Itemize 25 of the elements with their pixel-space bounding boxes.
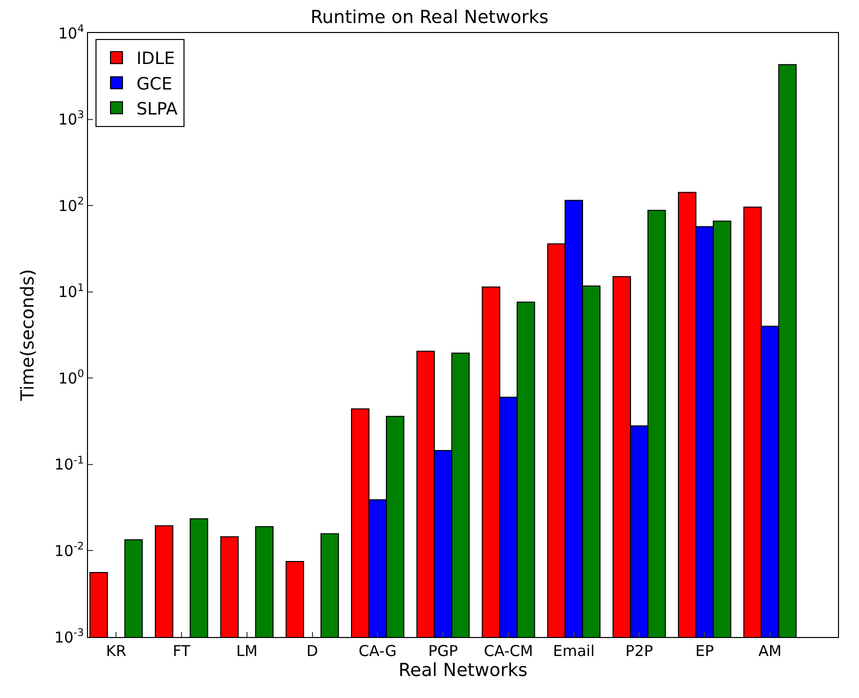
y-tick-label: 10$^{0}$ [58,368,84,388]
y-tick-label: 10$^{-3}$ [54,626,84,646]
y-axis-title: Time(seconds) [18,269,39,402]
y-tick-label: 10$^{1}$ [58,282,84,302]
x-tick-label: EP [695,642,714,660]
y-tick-label: 10$^{-1}$ [54,454,84,474]
x-axis-title: Real Networks [398,660,528,682]
y-tick-label: 10$^{3}$ [58,109,84,129]
x-tick-label: Email [553,642,595,660]
legend-label: SLPA [136,99,178,120]
x-tick-label: KR [106,642,126,660]
chart-title: Runtime on Real Networks [310,7,549,28]
x-tick-label: P2P [625,642,654,660]
x-tick-label: CA-CM [484,642,534,660]
legend-label: GCE [136,74,172,94]
y-tick-label: 10$^{-2}$ [54,540,84,560]
x-tick-label: CA-G [358,642,397,660]
x-tick-label: D [306,642,318,660]
x-tick-label: LM [236,642,258,660]
legend-label: IDLE [136,49,175,70]
y-tick-label: 10$^{2}$ [58,196,84,215]
x-tick-label: AM [758,642,782,660]
y-tick-label: 10$^{4}$ [58,22,84,42]
x-tick-label: FT [172,642,192,660]
x-tick-label: PGP [428,642,458,660]
